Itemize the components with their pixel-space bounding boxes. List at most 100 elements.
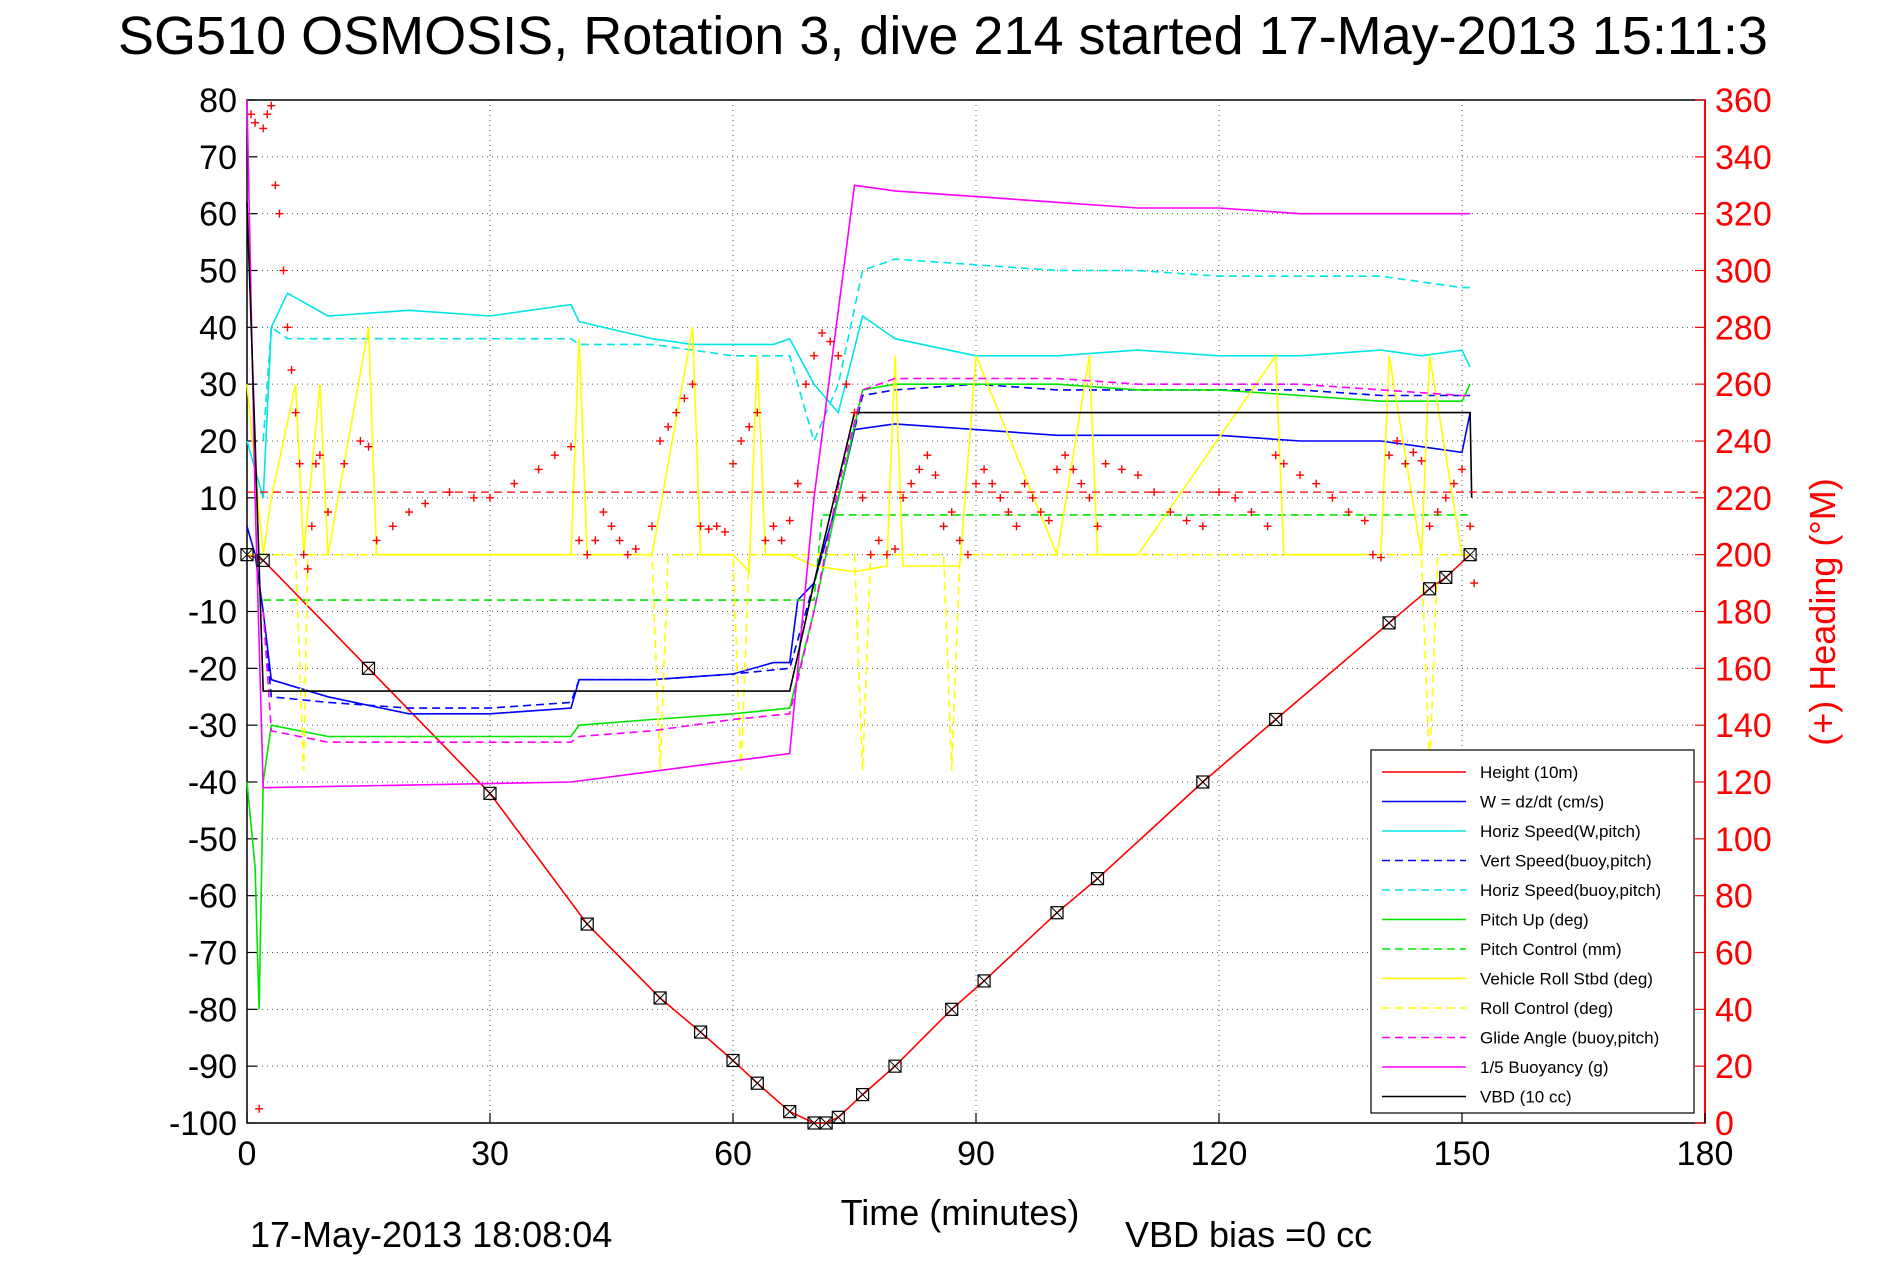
- height-marker: [1196, 775, 1210, 789]
- legend-item: Pitch Up (deg): [1382, 911, 1589, 930]
- heading-point: [1360, 516, 1369, 525]
- heading-point: [255, 1104, 264, 1113]
- heading-point: [1044, 516, 1053, 525]
- heading-point: [445, 488, 454, 497]
- heading-point: [1215, 488, 1223, 497]
- heading-point: [1417, 456, 1426, 465]
- heading-point: [793, 479, 802, 488]
- tick-label-left: 80: [199, 82, 237, 120]
- heading-point: [315, 451, 324, 460]
- heading-point: [899, 493, 908, 502]
- heading-point: [263, 110, 272, 119]
- heading-point: [275, 209, 284, 218]
- height-marker: [1382, 616, 1396, 630]
- heading-point: [801, 380, 810, 389]
- heading-point: [1449, 479, 1458, 488]
- heading-point: [712, 522, 721, 531]
- heading-point: [1093, 522, 1102, 531]
- heading-point: [1296, 471, 1304, 480]
- legend-item: Height (10m): [1382, 763, 1578, 782]
- heading-point: [1085, 493, 1094, 502]
- heading-point: [279, 266, 288, 275]
- tick-label-right: 240: [1715, 423, 1772, 461]
- heading-point: [1441, 493, 1450, 502]
- tick-label-right: 160: [1715, 650, 1772, 688]
- tick-label-right: 100: [1715, 821, 1772, 859]
- tick-label-bottom: 0: [238, 1135, 257, 1173]
- heading-point: [267, 101, 276, 110]
- heading-point: [826, 337, 835, 346]
- heading-point: [1247, 508, 1256, 517]
- tick-label-left: 30: [199, 366, 237, 404]
- heading-point: [251, 118, 260, 127]
- heading-point: [510, 479, 519, 488]
- height-marker: [580, 917, 594, 931]
- heading-point: [939, 522, 948, 531]
- heading-point: [534, 465, 543, 474]
- heading-point: [891, 544, 899, 553]
- tick-label-bottom: 120: [1191, 1135, 1248, 1173]
- heading-point: [882, 550, 891, 559]
- heading-point: [469, 493, 478, 502]
- heading-point: [615, 536, 624, 545]
- height-marker: [483, 786, 497, 800]
- heading-point: [1077, 479, 1086, 488]
- height-marker: [1269, 712, 1283, 727]
- right-axis-label: (+) Heading (°M): [1802, 478, 1843, 745]
- legend-item: VBD (10 cc): [1382, 1088, 1572, 1107]
- heading-point: [388, 522, 397, 531]
- height-marker: [1439, 570, 1453, 585]
- height-marker: [750, 1076, 764, 1090]
- tick-label-right: 80: [1715, 878, 1753, 916]
- legend-item: Horiz Speed(buoy,pitch): [1382, 881, 1661, 900]
- heading-point: [1393, 437, 1402, 445]
- heading-point: [1368, 550, 1377, 559]
- heading-point: [972, 479, 980, 488]
- heading-point: [1182, 516, 1191, 525]
- tick-label-right: 20: [1715, 1048, 1753, 1086]
- series-line-7: [246, 327, 1471, 574]
- heading-point: [672, 408, 681, 417]
- tick-label-bottom: 30: [471, 1135, 509, 1173]
- height-marker: [945, 1002, 959, 1016]
- tick-label-right: 220: [1715, 480, 1772, 518]
- legend-label: Pitch Up (deg): [1480, 911, 1589, 930]
- tick-label-left: -70: [188, 935, 237, 973]
- heading-point: [648, 522, 656, 531]
- heading-point: [753, 408, 762, 417]
- heading-point: [688, 380, 697, 389]
- legend-label: Vert Speed(buoy,pitch): [1480, 852, 1652, 871]
- legend-item: 1/5 Buoyancy (g): [1382, 1058, 1609, 1077]
- height-marker: [726, 1053, 740, 1068]
- height-marker: [256, 553, 270, 567]
- heading-point: [303, 564, 312, 573]
- tick-label-left: 20: [199, 423, 237, 461]
- heading-point: [1020, 479, 1029, 488]
- heading-point: [769, 522, 778, 531]
- right-axis: 3603403203002802602402202001801601401201…: [1695, 82, 1772, 1143]
- legend-label: Pitch Control (mm): [1480, 940, 1622, 959]
- legend-item: Vert Speed(buoy,pitch): [1382, 852, 1652, 871]
- legend-label: Height (10m): [1480, 763, 1578, 782]
- heading-point: [696, 522, 705, 531]
- legend-item: Pitch Control (mm): [1382, 940, 1622, 959]
- tick-label-bottom: 60: [714, 1135, 752, 1173]
- series-layer: [246, 99, 1473, 1124]
- heading-point: [364, 442, 373, 451]
- tick-label-right: 140: [1715, 707, 1772, 745]
- tick-label-left: -20: [188, 650, 237, 688]
- height-marker: [1422, 582, 1437, 596]
- series-line-0: [246, 553, 1471, 1124]
- heading-point: [340, 459, 349, 468]
- heading-point: [1231, 493, 1240, 502]
- heading-point: [271, 181, 280, 190]
- heading-point: [704, 525, 713, 534]
- heading-point: [907, 479, 916, 488]
- heading-point: [680, 394, 689, 403]
- heading-point: [988, 479, 997, 488]
- tick-label-left: 40: [199, 309, 237, 347]
- height-marker: [831, 1110, 845, 1124]
- heading-point: [591, 536, 600, 545]
- heading-point: [583, 550, 592, 559]
- heading-point: [421, 499, 430, 508]
